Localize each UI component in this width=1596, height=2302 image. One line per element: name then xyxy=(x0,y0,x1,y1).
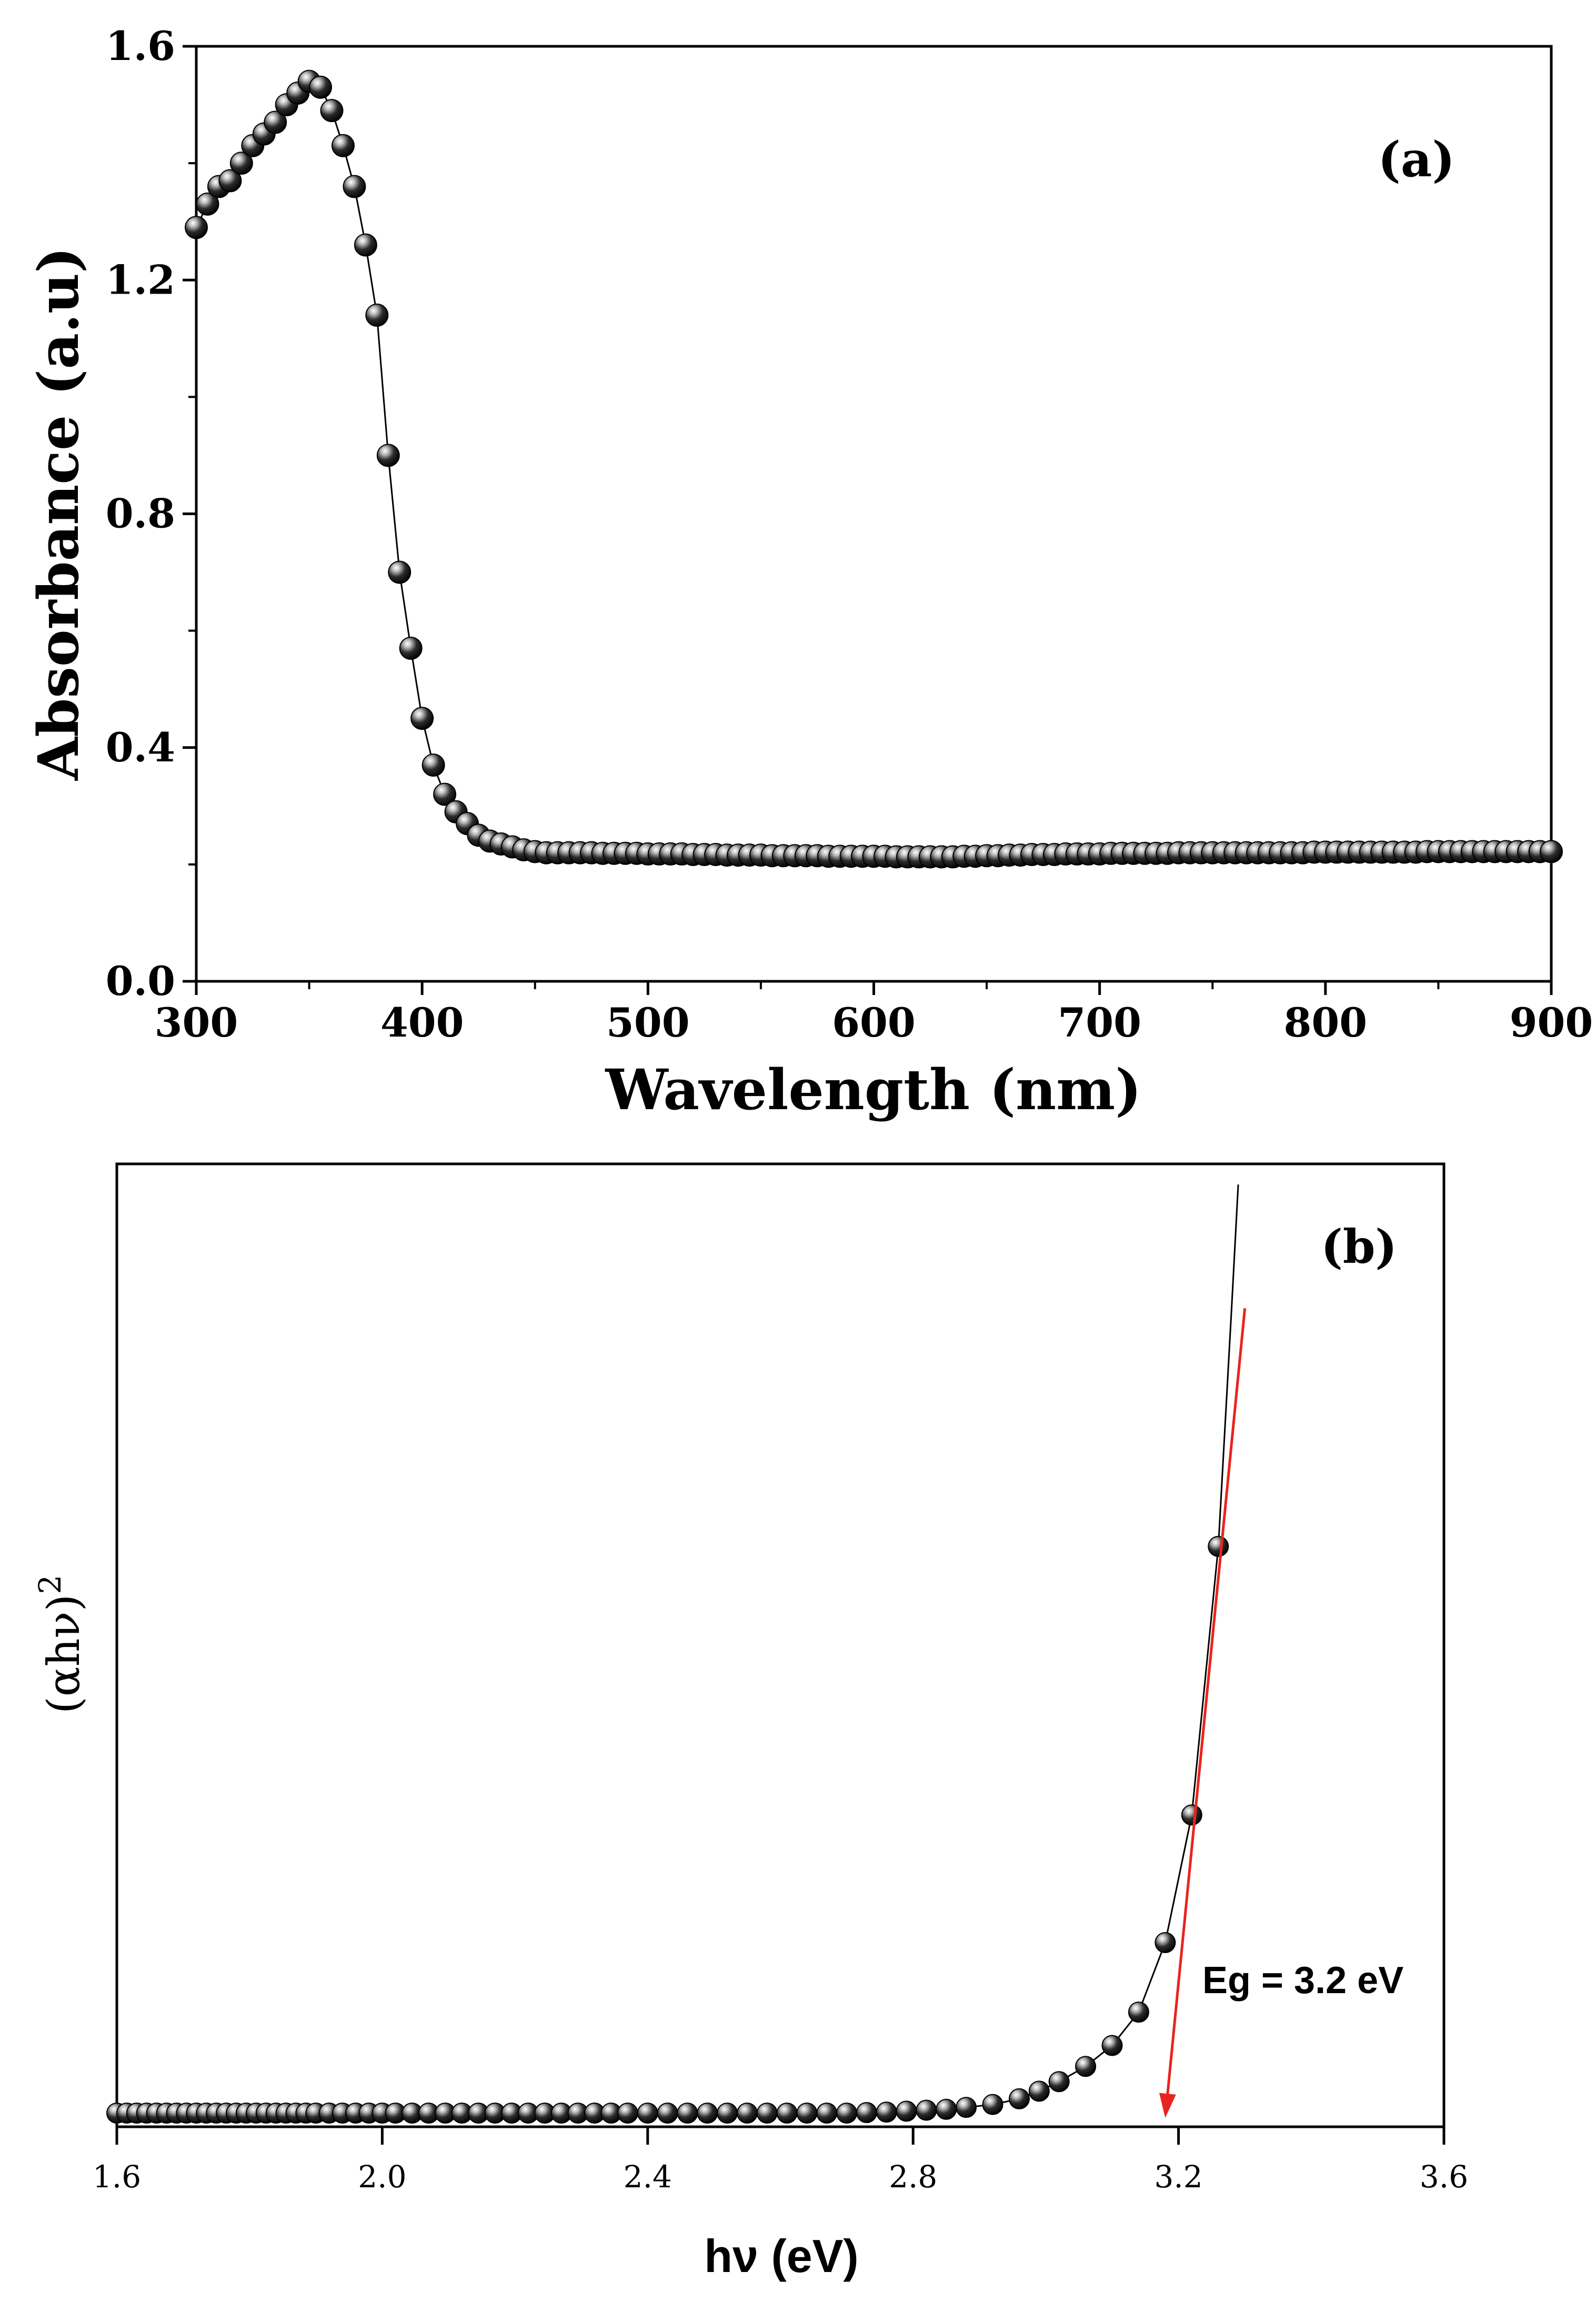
chart-a-point xyxy=(410,707,434,730)
chart-a-point xyxy=(354,233,377,257)
chart-b-x-axis-label-text: hν (eV) xyxy=(704,2230,858,2282)
chart-a-point xyxy=(196,192,219,216)
chart-b-point xyxy=(1048,2071,1070,2093)
chart-a-point xyxy=(421,753,445,777)
chart-b: 1.6 2.0 2.4 2.8 3.2 3.6 (b) Eg = 3.2 eV hν (e… xyxy=(32,1162,1468,2282)
chart-b-annotation: Eg = 3.2 eV xyxy=(1202,1959,1403,2002)
chart-b-y-axis-label: (αhν)2 xyxy=(32,1575,89,1714)
chart-b-point xyxy=(1181,1804,1202,1826)
chart-b-point xyxy=(776,2102,798,2124)
chart-b-ticks xyxy=(115,2127,1446,2145)
chart-b-plot-frame xyxy=(115,1162,1446,2128)
chart-a-point xyxy=(320,99,344,123)
chart-b-point xyxy=(736,2102,758,2124)
chart-a-y-tick-label: 1.2 xyxy=(106,256,175,303)
chart-b-point xyxy=(1008,2088,1030,2109)
chart-b-point xyxy=(1028,2080,1050,2102)
chart-a-y-tick-label: 0.4 xyxy=(106,724,175,771)
chart-b-point xyxy=(956,2097,977,2118)
chart-b-point xyxy=(1075,2056,1097,2077)
chart-a-point xyxy=(376,444,400,467)
chart-b-y-axis-label-text: (αhν) xyxy=(38,1594,89,1714)
chart-b-x-tick-label: 2.8 xyxy=(889,2159,937,2195)
chart-b-point xyxy=(1128,2002,1149,2023)
chart-a-point xyxy=(365,303,389,327)
chart-b-x-tick-label: 3.2 xyxy=(1154,2159,1202,2195)
chart-b-point xyxy=(677,2102,698,2124)
chart-b-fit-arrowhead xyxy=(1159,2093,1176,2118)
chart-b-x-tick-label: 1.6 xyxy=(93,2159,141,2195)
chart-b-linear-fit xyxy=(1166,1308,1247,2094)
chart-b-point xyxy=(856,2102,877,2124)
chart-b-point xyxy=(717,2102,738,2124)
chart-b-point xyxy=(637,2102,658,2124)
chart-a-x-tick-label: 600 xyxy=(832,999,916,1046)
chart-b-x-tick-label: 2.4 xyxy=(624,2159,672,2195)
chart-a-point xyxy=(331,134,355,157)
chart-a-points xyxy=(185,69,1563,869)
chart-b-x-tick-label: 2.0 xyxy=(358,2159,406,2195)
chart-a-y-axis-label: Absorbance (a.u) xyxy=(25,247,91,781)
chart-a-point xyxy=(399,636,423,660)
chart-b-point xyxy=(617,2102,638,2124)
chart-a-x-axis-label: Wavelength (nm) xyxy=(605,1057,1142,1122)
chart-b-point xyxy=(816,2102,838,2124)
chart-a-point xyxy=(218,169,242,193)
chart-a-x-tick-label: 700 xyxy=(1058,999,1141,1046)
chart-a-series-line xyxy=(195,80,1551,858)
chart-a-y-tick-label: 1.6 xyxy=(106,23,175,69)
chart-a-y-tick-label: 0.8 xyxy=(106,490,175,537)
chart-a-point xyxy=(1540,840,1563,863)
chart-b-point xyxy=(1155,1932,1176,1953)
chart-a-panel-label: (a) xyxy=(1378,131,1455,188)
chart-a: 300 400 500 600 700 800 900 0.0 0.4 0.8 1.2 1.6 (a)… xyxy=(25,23,1593,1122)
chart-a-ticks xyxy=(183,45,1553,995)
chart-b-points xyxy=(106,1536,1229,2124)
chart-b-point xyxy=(836,2102,858,2124)
chart-a-point xyxy=(229,152,253,175)
chart-b-point xyxy=(756,2102,778,2124)
chart-a-point xyxy=(433,782,457,806)
chart-b-tick-labels: 1.6 2.0 2.4 2.8 3.2 3.6 xyxy=(93,2159,1468,2195)
chart-a-x-tick-label: 800 xyxy=(1284,999,1368,1046)
chart-a-x-tick-label: 900 xyxy=(1510,999,1593,1046)
chart-a-point xyxy=(185,216,208,239)
chart-b-x-tick-label: 3.6 xyxy=(1420,2159,1468,2195)
chart-b-point xyxy=(876,2102,897,2123)
chart-a-x-tick-label: 400 xyxy=(380,999,464,1046)
chart-a-tick-labels: 300 400 500 600 700 800 900 0.0 0.4 0.8 1.2 1.6 xyxy=(106,23,1593,1046)
chart-a-y-tick-label: 0.0 xyxy=(106,958,175,1004)
chart-a-point xyxy=(309,75,333,99)
chart-a-point xyxy=(264,110,287,134)
chart-b-series-line xyxy=(117,1184,1239,2114)
chart-b-point xyxy=(982,2094,1003,2115)
chart-a-point xyxy=(343,175,366,198)
chart-b-point xyxy=(796,2102,818,2124)
chart-a-point xyxy=(388,560,411,584)
chart-b-point xyxy=(916,2099,937,2121)
chart-b-point xyxy=(896,2100,917,2122)
chart-b-point xyxy=(657,2102,678,2124)
chart-b-x-axis-label: hν (eV) xyxy=(704,2230,858,2282)
chart-b-point xyxy=(1208,1536,1229,1557)
chart-b-y-axis-label-superscript: 2 xyxy=(32,1575,68,1594)
chart-b-point xyxy=(936,2098,957,2120)
chart-b-panel-label: (b) xyxy=(1321,1219,1397,1274)
chart-a-x-tick-label: 500 xyxy=(606,999,690,1046)
chart-b-point xyxy=(1101,2035,1123,2056)
chart-a-x-tick-label: 300 xyxy=(155,999,238,1046)
chart-b-point xyxy=(697,2102,718,2124)
